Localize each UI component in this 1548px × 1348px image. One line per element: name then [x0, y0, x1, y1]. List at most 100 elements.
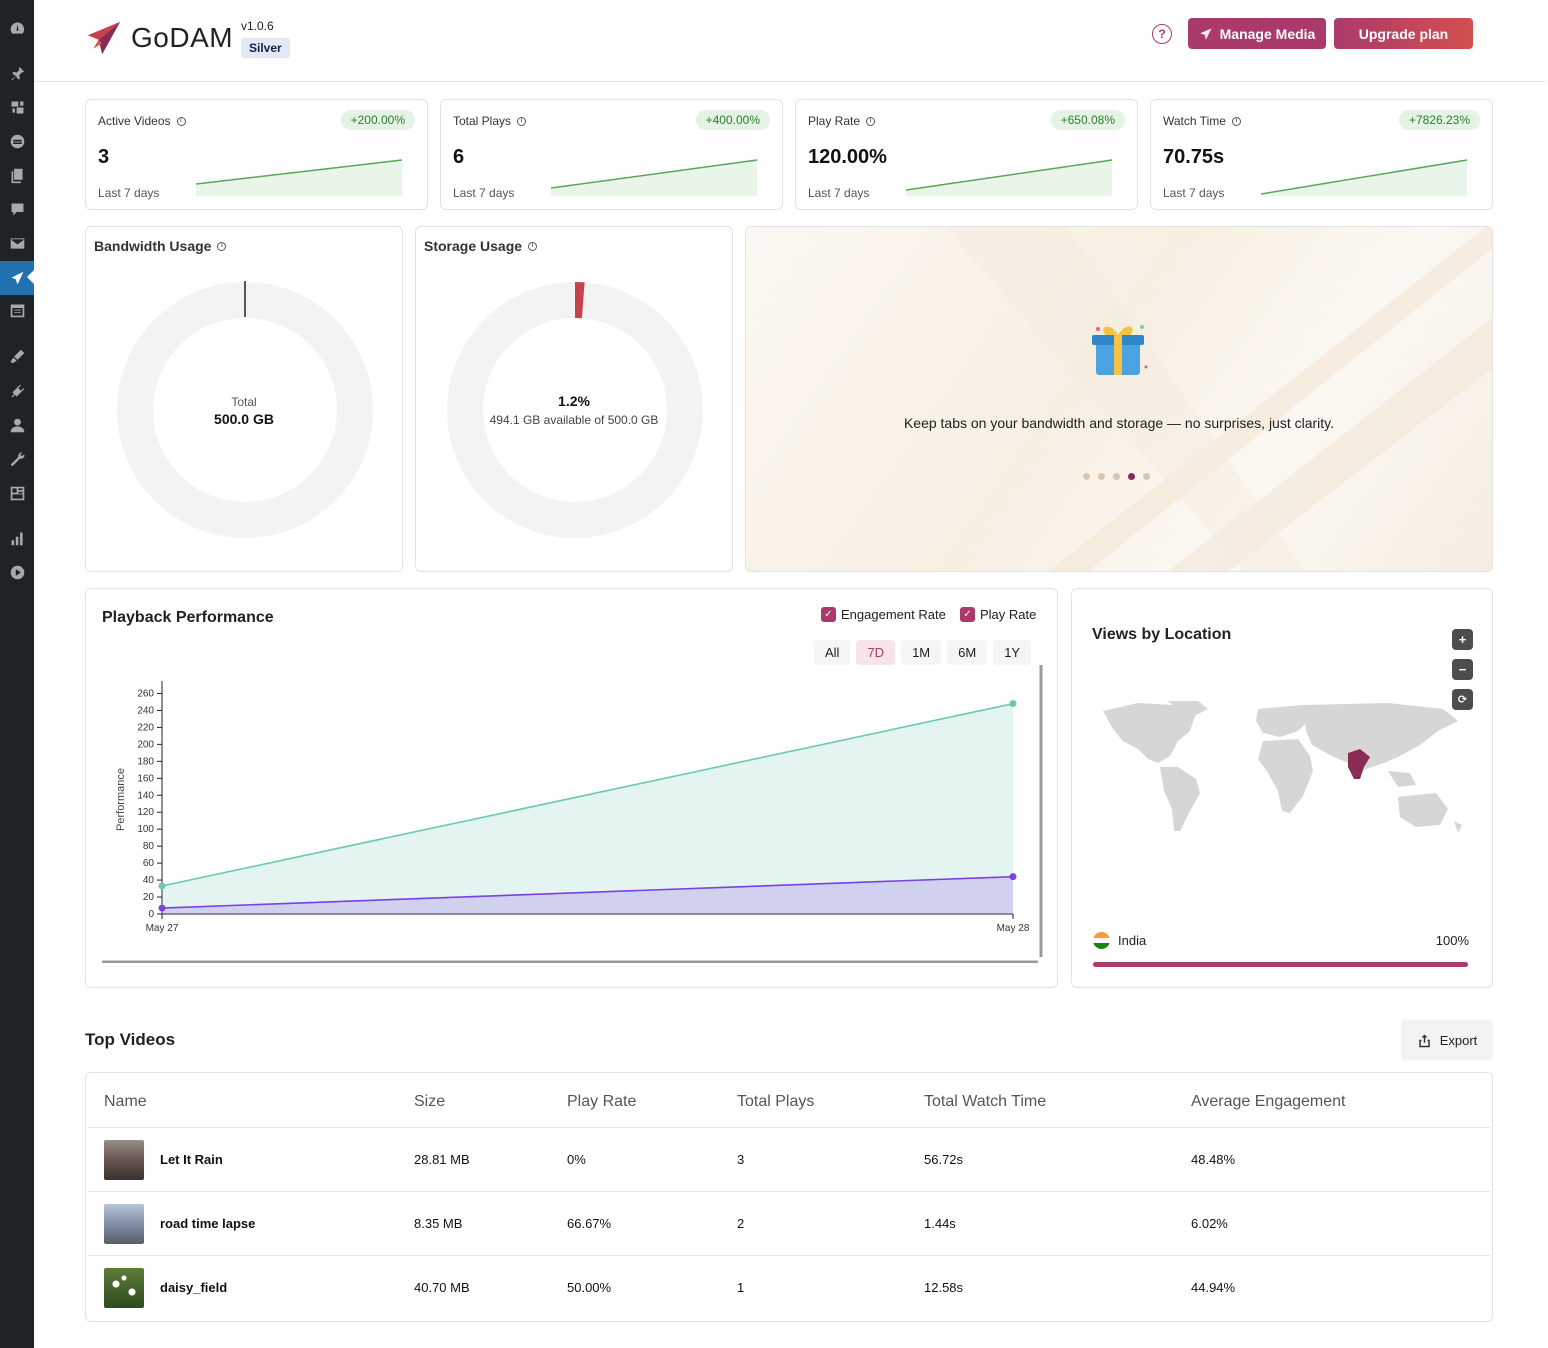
plugins-icon[interactable] — [5, 380, 29, 402]
zoom-out-button[interactable]: − — [1452, 659, 1473, 680]
stat-change-badge: +400.00% — [695, 110, 770, 130]
stat-value: 120.00% — [808, 146, 887, 168]
column-header-size[interactable]: Size — [414, 1093, 446, 1110]
carousel-dot[interactable] — [1143, 473, 1150, 480]
pin-icon[interactable] — [5, 62, 29, 84]
calendar-icon[interactable] — [5, 299, 29, 321]
time-range-selector: All 7D 1M 6M 1Y — [814, 640, 1032, 665]
stat-change-badge: +650.08% — [1050, 110, 1125, 130]
location-country: India — [1118, 933, 1147, 948]
range-1m[interactable]: 1M — [901, 640, 942, 665]
zoom-in-button[interactable]: + — [1452, 629, 1473, 650]
storage-center-sub: 494.1 GB available of 500.0 GB — [489, 413, 659, 427]
export-icon — [1418, 1034, 1430, 1047]
pages-icon[interactable] — [5, 164, 29, 186]
carousel-dot[interactable] — [1098, 473, 1105, 480]
india-flag-icon — [1093, 932, 1110, 949]
bandwidth-center-value: 500.0 GB — [214, 411, 274, 427]
info-icon[interactable]: i — [1231, 116, 1241, 126]
carousel-dots — [1083, 473, 1150, 480]
video-play-rate: 50.00% — [567, 1280, 612, 1295]
settings-icon[interactable] — [5, 482, 29, 504]
help-icon[interactable]: ? — [1152, 24, 1172, 44]
video-name[interactable]: Let It Rain — [160, 1152, 223, 1167]
carousel-dot[interactable] — [1128, 473, 1135, 480]
column-header-engagement[interactable]: Average Engagement — [1191, 1093, 1346, 1110]
manage-media-button[interactable]: Manage Media — [1188, 18, 1326, 49]
tools-icon[interactable] — [5, 448, 29, 470]
video-thumbnail[interactable] — [104, 1140, 144, 1180]
range-6m[interactable]: 6M — [947, 640, 988, 665]
range-all[interactable]: All — [814, 640, 851, 665]
promo-carousel: Keep tabs on your bandwidth and storage … — [745, 226, 1493, 572]
y-tick-label: 180 — [137, 756, 154, 767]
video-plays: 2 — [737, 1216, 745, 1231]
info-icon[interactable]: i — [528, 241, 538, 251]
godam-icon[interactable] — [5, 267, 29, 289]
info-icon[interactable]: i — [176, 116, 186, 126]
users-icon[interactable] — [5, 414, 29, 436]
column-header-total-plays[interactable]: Total Plays — [737, 1093, 815, 1110]
india-highlight[interactable] — [1348, 749, 1370, 779]
carousel-dot[interactable] — [1113, 473, 1120, 480]
video-thumbnail[interactable] — [104, 1268, 144, 1308]
table-row[interactable]: Let It Rain 28.81 MB 0% 3 56.72s 48.48% — [88, 1127, 1490, 1191]
mail-icon[interactable] — [5, 232, 29, 254]
table-row[interactable]: daisy_field 40.70 MB 50.00% 1 12.58s 44.… — [88, 1255, 1490, 1319]
reset-zoom-button[interactable]: ⟳ — [1452, 689, 1473, 710]
storage-used-arc — [447, 282, 703, 538]
video-size: 40.70 MB — [414, 1280, 470, 1295]
location-row: India 100% — [1093, 932, 1469, 949]
video-name[interactable]: road time lapse — [160, 1216, 256, 1231]
stats-icon[interactable] — [5, 527, 29, 549]
video-engagement: 48.48% — [1191, 1152, 1236, 1167]
stat-label-text: Active Videos — [98, 114, 171, 128]
carousel-dot[interactable] — [1083, 473, 1090, 480]
appearance-icon[interactable] — [5, 345, 29, 367]
checkbox-checked-icon[interactable]: ✓ — [960, 607, 975, 622]
bandwidth-title: Bandwidth Usage i — [94, 238, 227, 254]
info-icon[interactable]: i — [517, 116, 527, 126]
info-icon[interactable]: i — [217, 241, 227, 251]
video-watch-time: 56.72s — [924, 1152, 964, 1167]
y-tick-label: 40 — [143, 875, 155, 886]
y-tick-label: 0 — [148, 909, 154, 920]
world-map — [1103, 701, 1462, 833]
range-7d[interactable]: 7D — [856, 640, 896, 665]
series-line-engagement-rate — [161, 875, 1014, 909]
range-1y[interactable]: 1Y — [993, 640, 1032, 665]
views-by-location-card: Views by Location + − ⟳ India 100% — [1071, 588, 1493, 988]
godam-logo-icon — [87, 21, 121, 55]
video-name[interactable]: daisy_field — [160, 1280, 228, 1295]
media-icon[interactable] — [5, 96, 29, 118]
form-icon[interactable] — [5, 130, 29, 152]
y-tick-label: 100 — [137, 824, 154, 835]
play-icon[interactable] — [5, 561, 29, 583]
series-line-play-rate — [161, 702, 1014, 887]
table-row[interactable]: road time lapse 8.35 MB 66.67% 2 1.44s 6… — [88, 1191, 1490, 1255]
stat-label-text: Play Rate — [808, 114, 861, 128]
manage-media-label: Manage Media — [1219, 25, 1316, 42]
legend-engagement-label: Engagement Rate — [841, 607, 946, 622]
video-play-rate: 0% — [567, 1152, 586, 1167]
column-header-name[interactable]: Name — [104, 1093, 147, 1110]
y-tick-label: 240 — [137, 705, 154, 716]
video-plays: 3 — [737, 1152, 745, 1167]
stat-label: Active Videos i — [98, 114, 186, 128]
column-header-play-rate[interactable]: Play Rate — [567, 1093, 637, 1110]
column-header-watch-time[interactable]: Total Watch Time — [924, 1093, 1047, 1110]
checkbox-checked-icon[interactable]: ✓ — [821, 607, 836, 622]
video-watch-time: 12.58s — [924, 1280, 964, 1295]
comments-icon[interactable] — [5, 198, 29, 220]
export-button[interactable]: Export — [1401, 1020, 1493, 1060]
sidebar-active-notch — [27, 270, 34, 284]
dashboard-icon[interactable] — [5, 17, 29, 39]
info-icon[interactable]: i — [866, 116, 876, 126]
stat-label: Watch Time i — [1163, 114, 1241, 128]
upgrade-plan-button[interactable]: Upgrade plan — [1334, 18, 1473, 49]
video-thumbnail[interactable] — [104, 1204, 144, 1244]
legend-engagement-toggle[interactable]: ✓ Engagement Rate — [821, 607, 946, 622]
legend-play-rate-toggle[interactable]: ✓ Play Rate — [960, 607, 1036, 622]
location-share-bar — [1093, 962, 1468, 967]
stat-label: Play Rate i — [808, 114, 876, 128]
